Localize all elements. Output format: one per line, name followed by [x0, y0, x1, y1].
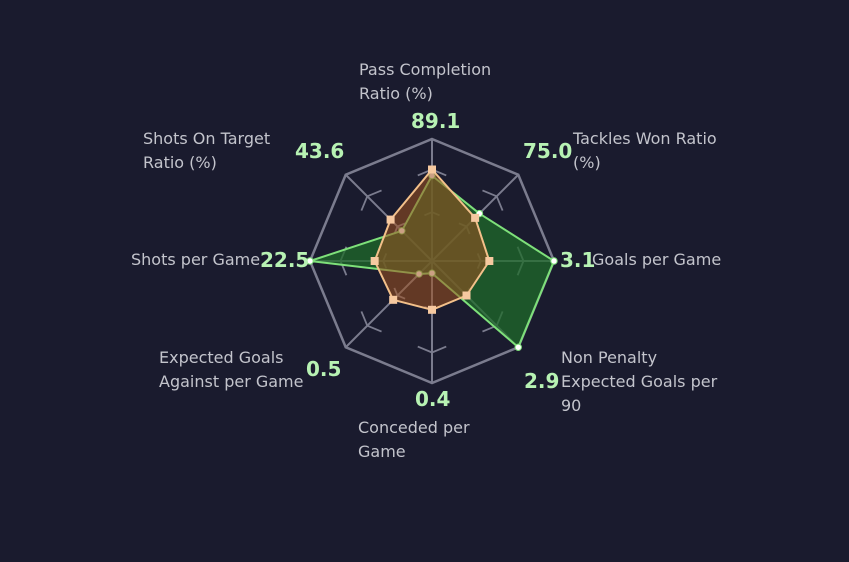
axis-label-tackles-won: Tackles Won Ratio (%) [573, 129, 717, 172]
axis-label-conceded: Conceded per Game [358, 418, 470, 461]
radar-series-area-comparison [373, 168, 491, 311]
radar-point-comparison [386, 215, 395, 224]
axis-label-pass-completion: Pass Completion Ratio (%) [359, 60, 492, 103]
radar-ring-tick [417, 345, 433, 354]
radar-point-comparison [428, 305, 436, 314]
value-label-shots-on-target: 43.6 [295, 139, 345, 163]
radar-series [306, 165, 558, 351]
radar-ring-tick [495, 195, 504, 211]
radar-point-team [550, 257, 558, 265]
radar-ring-tick [360, 195, 369, 211]
radar-point-comparison [471, 213, 480, 222]
axis-label-npxg: Non Penalty Expected Goals per 90 [561, 348, 718, 415]
radar-ring-tick [366, 324, 382, 333]
value-label-shots-per-game: 22.5 [260, 248, 310, 272]
radar-point-comparison [389, 295, 398, 304]
axis-label-xga: Expected Goals Against per Game [159, 348, 304, 391]
radar-point-comparison [370, 257, 379, 265]
value-label-pass-completion: 89.1 [411, 109, 461, 133]
axis-label-shots-on-target: Shots On Target Ratio (%) [143, 129, 271, 172]
axis-label-goals-per-game: Goals per Game [592, 250, 722, 269]
radar-point-comparison [462, 291, 471, 300]
value-label-goals-per-game: 3.1 [560, 248, 596, 272]
value-label-xga: 0.5 [306, 357, 342, 381]
value-label-tackles-won: 75.0 [523, 139, 573, 163]
axis-label-shots-per-game: Shots per Game [131, 250, 261, 269]
radar-point-comparison [485, 257, 494, 265]
radar-ring-tick [482, 189, 498, 198]
radar-ring-tick [431, 345, 447, 354]
value-label-npxg: 2.9 [524, 369, 560, 393]
value-label-conceded: 0.4 [415, 387, 451, 411]
radar-point-comparison [428, 165, 436, 174]
radar-ring-tick [366, 189, 382, 198]
radar-point-team [306, 257, 314, 265]
radar-point-team [514, 343, 522, 351]
radar-ring-tick [360, 311, 369, 327]
